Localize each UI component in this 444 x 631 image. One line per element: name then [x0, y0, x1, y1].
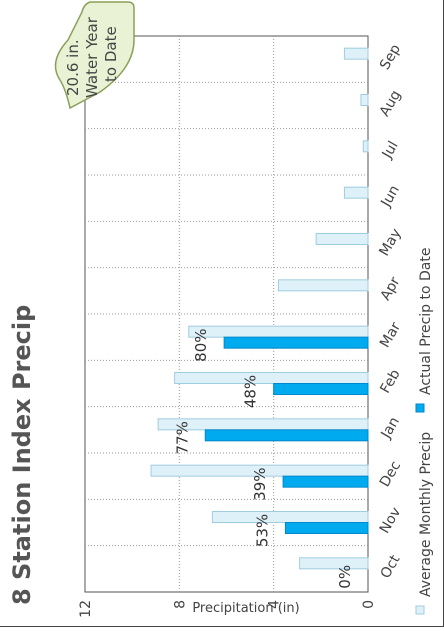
- bar-actual-feb: [273, 383, 369, 395]
- percent-label-nov: 53%: [253, 514, 271, 547]
- callout-line3: to Date: [102, 26, 120, 82]
- bar-average-oct: [299, 557, 369, 570]
- legend-label-average: Average Monthly Precip: [418, 432, 434, 597]
- percent-label-oct: 0%: [336, 565, 354, 589]
- callout-line2: Water Year: [83, 16, 101, 98]
- bar-average-feb: [174, 372, 369, 384]
- percent-label-jan: 77%: [173, 421, 191, 454]
- bar-average-apr: [277, 279, 369, 292]
- y-tick-labels: 0 4 8 12: [78, 600, 377, 618]
- bar-actual-mar: [223, 336, 369, 349]
- y-tick-label-0: 0: [361, 600, 377, 609]
- y-tick-label-4: 4: [267, 600, 283, 609]
- bar-average-may: [315, 233, 369, 245]
- plot-area: 0%53%39%77%48%80% OctNovDecJanFebMarAprM…: [78, 35, 405, 618]
- callout-shape: [54, 1, 135, 110]
- bar-average-jun: [343, 186, 369, 199]
- legend-label-actual: Actual Precip to Date: [418, 248, 434, 395]
- water-year-callout: 20.6 in. Water Year to Date: [54, 1, 135, 110]
- bar-actual-dec: [282, 475, 369, 488]
- bars-group: [150, 47, 369, 570]
- bar-average-aug: [360, 94, 369, 106]
- category-label-jul: Jul: [379, 139, 402, 163]
- legend-swatch-actual: [415, 403, 425, 413]
- bar-average-jul: [362, 140, 369, 153]
- percent-label-dec: 39%: [251, 467, 269, 500]
- bar-average-sep: [343, 47, 369, 60]
- percent-label-feb: 48%: [242, 375, 260, 408]
- legend-swatch-average: [415, 605, 425, 615]
- bar-actual-nov: [284, 522, 369, 534]
- bar-average-dec: [150, 464, 369, 477]
- chart-title: 8 Station Index Precip: [8, 305, 36, 605]
- percent-label-mar: 80%: [192, 328, 210, 361]
- percent-labels: 0% 53% 39% 77% 48% 80%: [173, 328, 354, 588]
- y-axis-label: Precipitation (in): [192, 601, 299, 616]
- y-tick-label-8: 8: [172, 600, 188, 609]
- bar-actual-jan: [204, 429, 369, 442]
- callout-line1: 20.6 in.: [64, 39, 82, 96]
- y-tick-label-12: 12: [78, 600, 94, 618]
- legend: Average Monthly Precip Actual Precip to …: [415, 248, 434, 615]
- grid-lines: [85, 36, 368, 592]
